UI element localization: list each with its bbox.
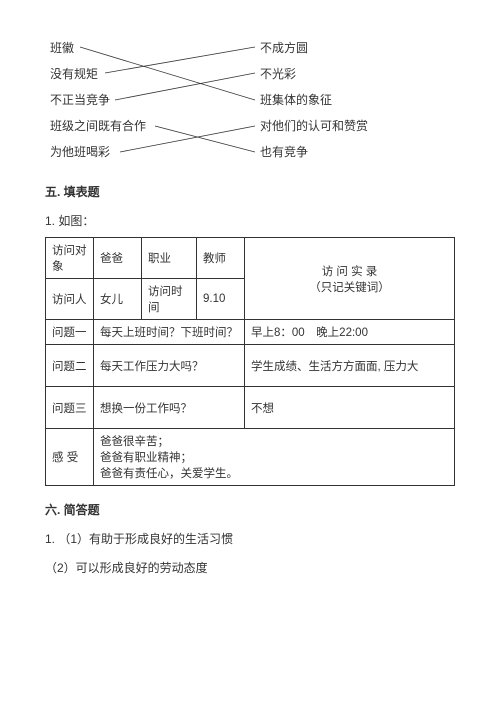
match-left-item: 为他班喝彩 xyxy=(50,139,146,165)
feel-line: 爸爸有职业精神； xyxy=(100,449,448,465)
cell-q3-label: 问题三 xyxy=(46,387,94,429)
answer-list: 1. （1）有助于形成良好的生活习惯 （2）可以形成良好的劳动态度 xyxy=(45,530,455,576)
match-line xyxy=(155,126,255,152)
match-left-item: 班徽 xyxy=(50,35,146,61)
cell-q2: 每天工作压力大吗？ xyxy=(94,345,245,387)
cell-q2-label: 问题二 xyxy=(46,345,94,387)
answer-item: （2）可以形成良好的劳动态度 xyxy=(45,559,455,576)
cell-occupation: 教师 xyxy=(197,238,245,279)
feel-line: 爸爸很辛苦； xyxy=(100,433,448,449)
interview-table: 访问对象 爸爸 职业 教师 访 问 实 录 （只记关键词） 访问人 女儿 访问时… xyxy=(45,237,455,486)
matching-exercise: 班徽 没有规矩 不正当竞争 班级之间既有合作 为他班喝彩 不成方圆 不光彩 班集… xyxy=(45,35,455,165)
feel-line: 爸爸有责任心，关爱学生。 xyxy=(100,465,448,481)
cell-q1-label: 问题一 xyxy=(46,320,94,345)
match-left-item: 不正当竞争 xyxy=(50,87,146,113)
cell-q3: 想换一份工作吗？ xyxy=(94,387,245,429)
match-left-item: 没有规矩 xyxy=(50,61,146,87)
match-right-item: 班集体的象征 xyxy=(260,87,368,113)
cell-a3: 不想 xyxy=(245,387,455,429)
cell-q1: 每天上班时间？下班时间？ xyxy=(94,320,245,345)
cell-feelings: 爸爸很辛苦； 爸爸有职业精神； 爸爸有责任心，关爱学生。 xyxy=(94,429,455,486)
cell-interviewer-label: 访问人 xyxy=(46,279,94,320)
match-right-item: 不光彩 xyxy=(260,61,368,87)
cell-record-header: 访 问 实 录 （只记关键词） xyxy=(245,238,455,320)
match-right-item: 也有竞争 xyxy=(260,139,368,165)
section-6-title: 六. 简答题 xyxy=(45,501,455,518)
match-left-column: 班徽 没有规矩 不正当竞争 班级之间既有合作 为他班喝彩 xyxy=(50,35,146,165)
cell-interview-target-label: 访问对象 xyxy=(46,238,94,279)
answer-item: 1. （1）有助于形成良好的生活习惯 xyxy=(45,530,455,547)
cell-a2: 学生成绩、生活方方面面, 压力大 xyxy=(245,345,455,387)
cell-interviewer: 女儿 xyxy=(94,279,142,320)
cell-occupation-label: 职业 xyxy=(142,238,197,279)
section-5-item: 1. 如图： xyxy=(45,212,455,229)
cell-a1: 早上8：00 晚上22:00 xyxy=(245,320,455,345)
match-left-item: 班级之间既有合作 xyxy=(50,113,146,139)
cell-feel-label: 感 受 xyxy=(46,429,94,486)
cell-interview-target: 爸爸 xyxy=(94,238,142,279)
section-5-title: 五. 填表题 xyxy=(45,183,455,200)
match-right-item: 不成方圆 xyxy=(260,35,368,61)
record-title: 访 问 实 录 xyxy=(251,263,448,279)
cell-time-label: 访问时间 xyxy=(142,279,197,320)
match-right-item: 对他们的认可和赞赏 xyxy=(260,113,368,139)
cell-time: 9.10 xyxy=(197,279,245,320)
match-right-column: 不成方圆 不光彩 班集体的象征 对他们的认可和赞赏 也有竞争 xyxy=(260,35,368,165)
record-subtitle: （只记关键词） xyxy=(251,279,448,295)
